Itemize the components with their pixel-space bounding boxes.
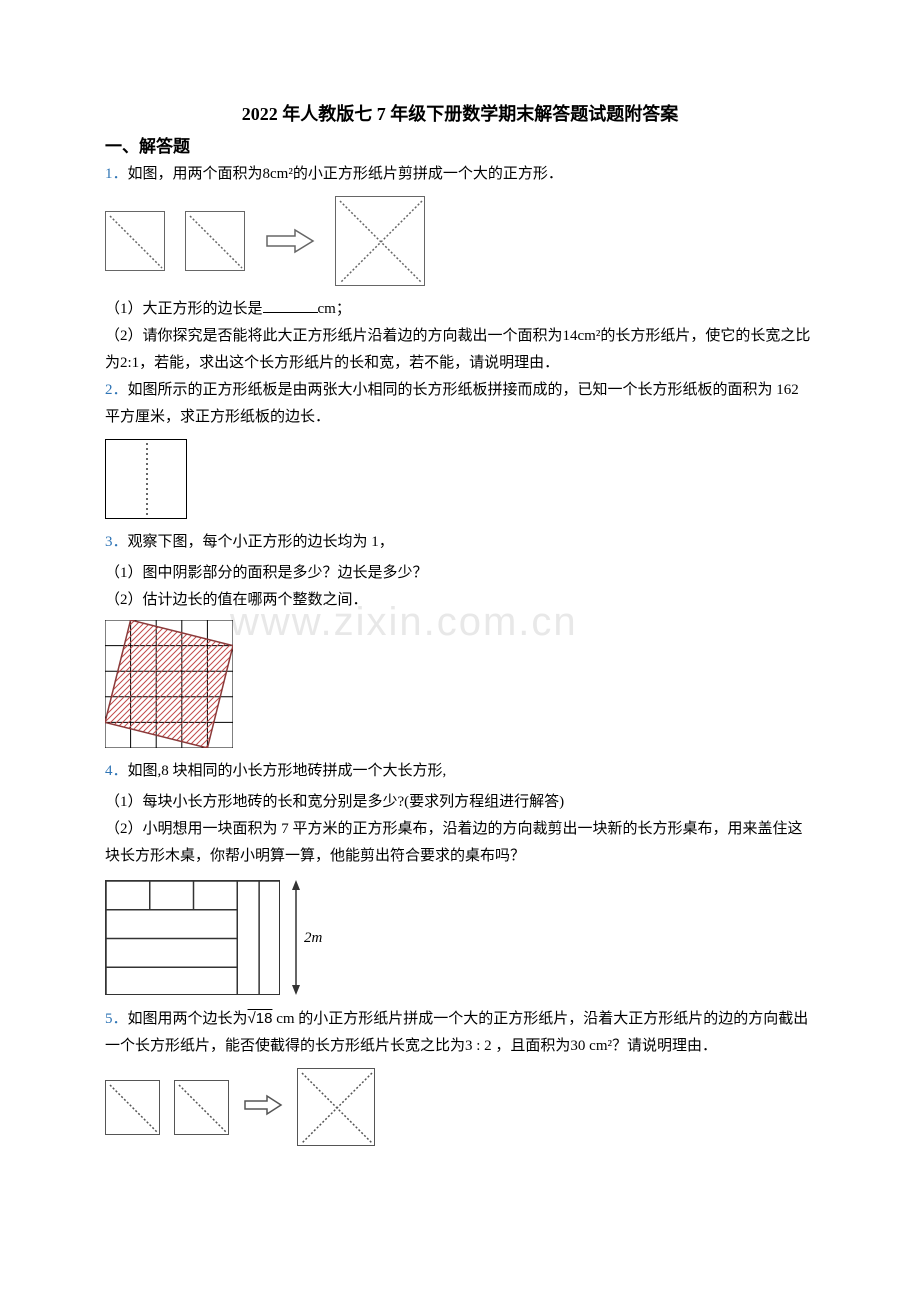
q4-figure: 2m <box>105 880 815 995</box>
q3-figure <box>105 620 233 748</box>
section-header: 一、解答题 <box>105 132 815 157</box>
question-4: 4．如图,8 块相同的小长方形地砖拼成一个大长方形, <box>105 758 815 785</box>
q3-text: 观察下图，每个小正方形的边长均为 1， <box>128 534 394 550</box>
q3-part1: （1）图中阴影部分的面积是多少？边长是多少？ <box>105 560 815 587</box>
q3-part2: （2）估计边长的值在哪两个整数之间． <box>105 587 815 614</box>
q2-text: 如图所示的正方形纸板是由两张大小相同的长方形纸板拼接而成的，已知一个长方形纸板的… <box>105 382 799 425</box>
q1-small-square-a <box>105 211 165 271</box>
qnum-5: 5． <box>105 1011 128 1027</box>
label-2m: 2m <box>304 930 323 946</box>
q1-big-square <box>335 196 425 286</box>
q4-part2: （2）小明想用一块面积为 7 平方米的正方形桌布，沿着边的方向裁剪出一块新的长方… <box>105 816 815 870</box>
page-title: 2022 年人教版七 7 年级下册数学期末解答题试题附答案 <box>105 100 815 126</box>
q1-part1: （1）大正方形的边长是 cm； <box>105 296 815 323</box>
q1-figure <box>105 196 815 286</box>
q4-part1: （1）每块小长方形地砖的长和宽分别是多少?(要求列方程组进行解答) <box>105 789 815 816</box>
question-3: 3．观察下图，每个小正方形的边长均为 1， <box>105 529 815 556</box>
q5-small-square-b <box>174 1080 229 1135</box>
q5-big-square <box>297 1068 375 1146</box>
qnum-4: 4． <box>105 763 128 779</box>
page-content: 2022 年人教版七 7 年级下册数学期末解答题试题附答案 一、解答题 1．如图… <box>105 100 815 1146</box>
q1-p1b: cm； <box>318 301 351 317</box>
question-1: 1．如图，用两个面积为8cm²的小正方形纸片剪拼成一个大的正方形． <box>105 161 815 188</box>
q4-dimension: 2m <box>286 880 326 995</box>
q1-part2: （2）请你探究是否能将此大正方形纸片沿着边的方向裁出一个面积为14cm²的长方形… <box>105 323 815 377</box>
q2-figure <box>105 439 187 519</box>
q1-p1a: （1）大正方形的边长是 <box>105 301 263 317</box>
question-5: 5．如图用两个边长为√18 cm 的小正方形纸片拼成一个大的正方形纸片，沿着大正… <box>105 1005 815 1060</box>
q5-small-square-a <box>105 1080 160 1135</box>
arrow-icon <box>243 1094 283 1121</box>
q4-tiles <box>105 880 280 995</box>
qnum-3: 3． <box>105 534 128 550</box>
question-2: 2．如图所示的正方形纸板是由两张大小相同的长方形纸板拼接而成的，已知一个长方形纸… <box>105 377 815 431</box>
blank-field[interactable] <box>263 298 318 313</box>
q4-text: 如图,8 块相同的小长方形地砖拼成一个大长方形, <box>128 763 447 779</box>
q1-small-square-b <box>185 211 245 271</box>
qnum-1: 1． <box>105 166 128 182</box>
q1-text: 如图，用两个面积为8cm²的小正方形纸片剪拼成一个大的正方形． <box>128 166 563 182</box>
qnum-2: 2． <box>105 382 128 398</box>
q5-text-a: 如图用两个边长为 <box>128 1011 248 1027</box>
sqrt-18: √18 <box>248 1010 273 1027</box>
arrow-icon <box>265 226 315 256</box>
q5-figure <box>105 1068 815 1146</box>
